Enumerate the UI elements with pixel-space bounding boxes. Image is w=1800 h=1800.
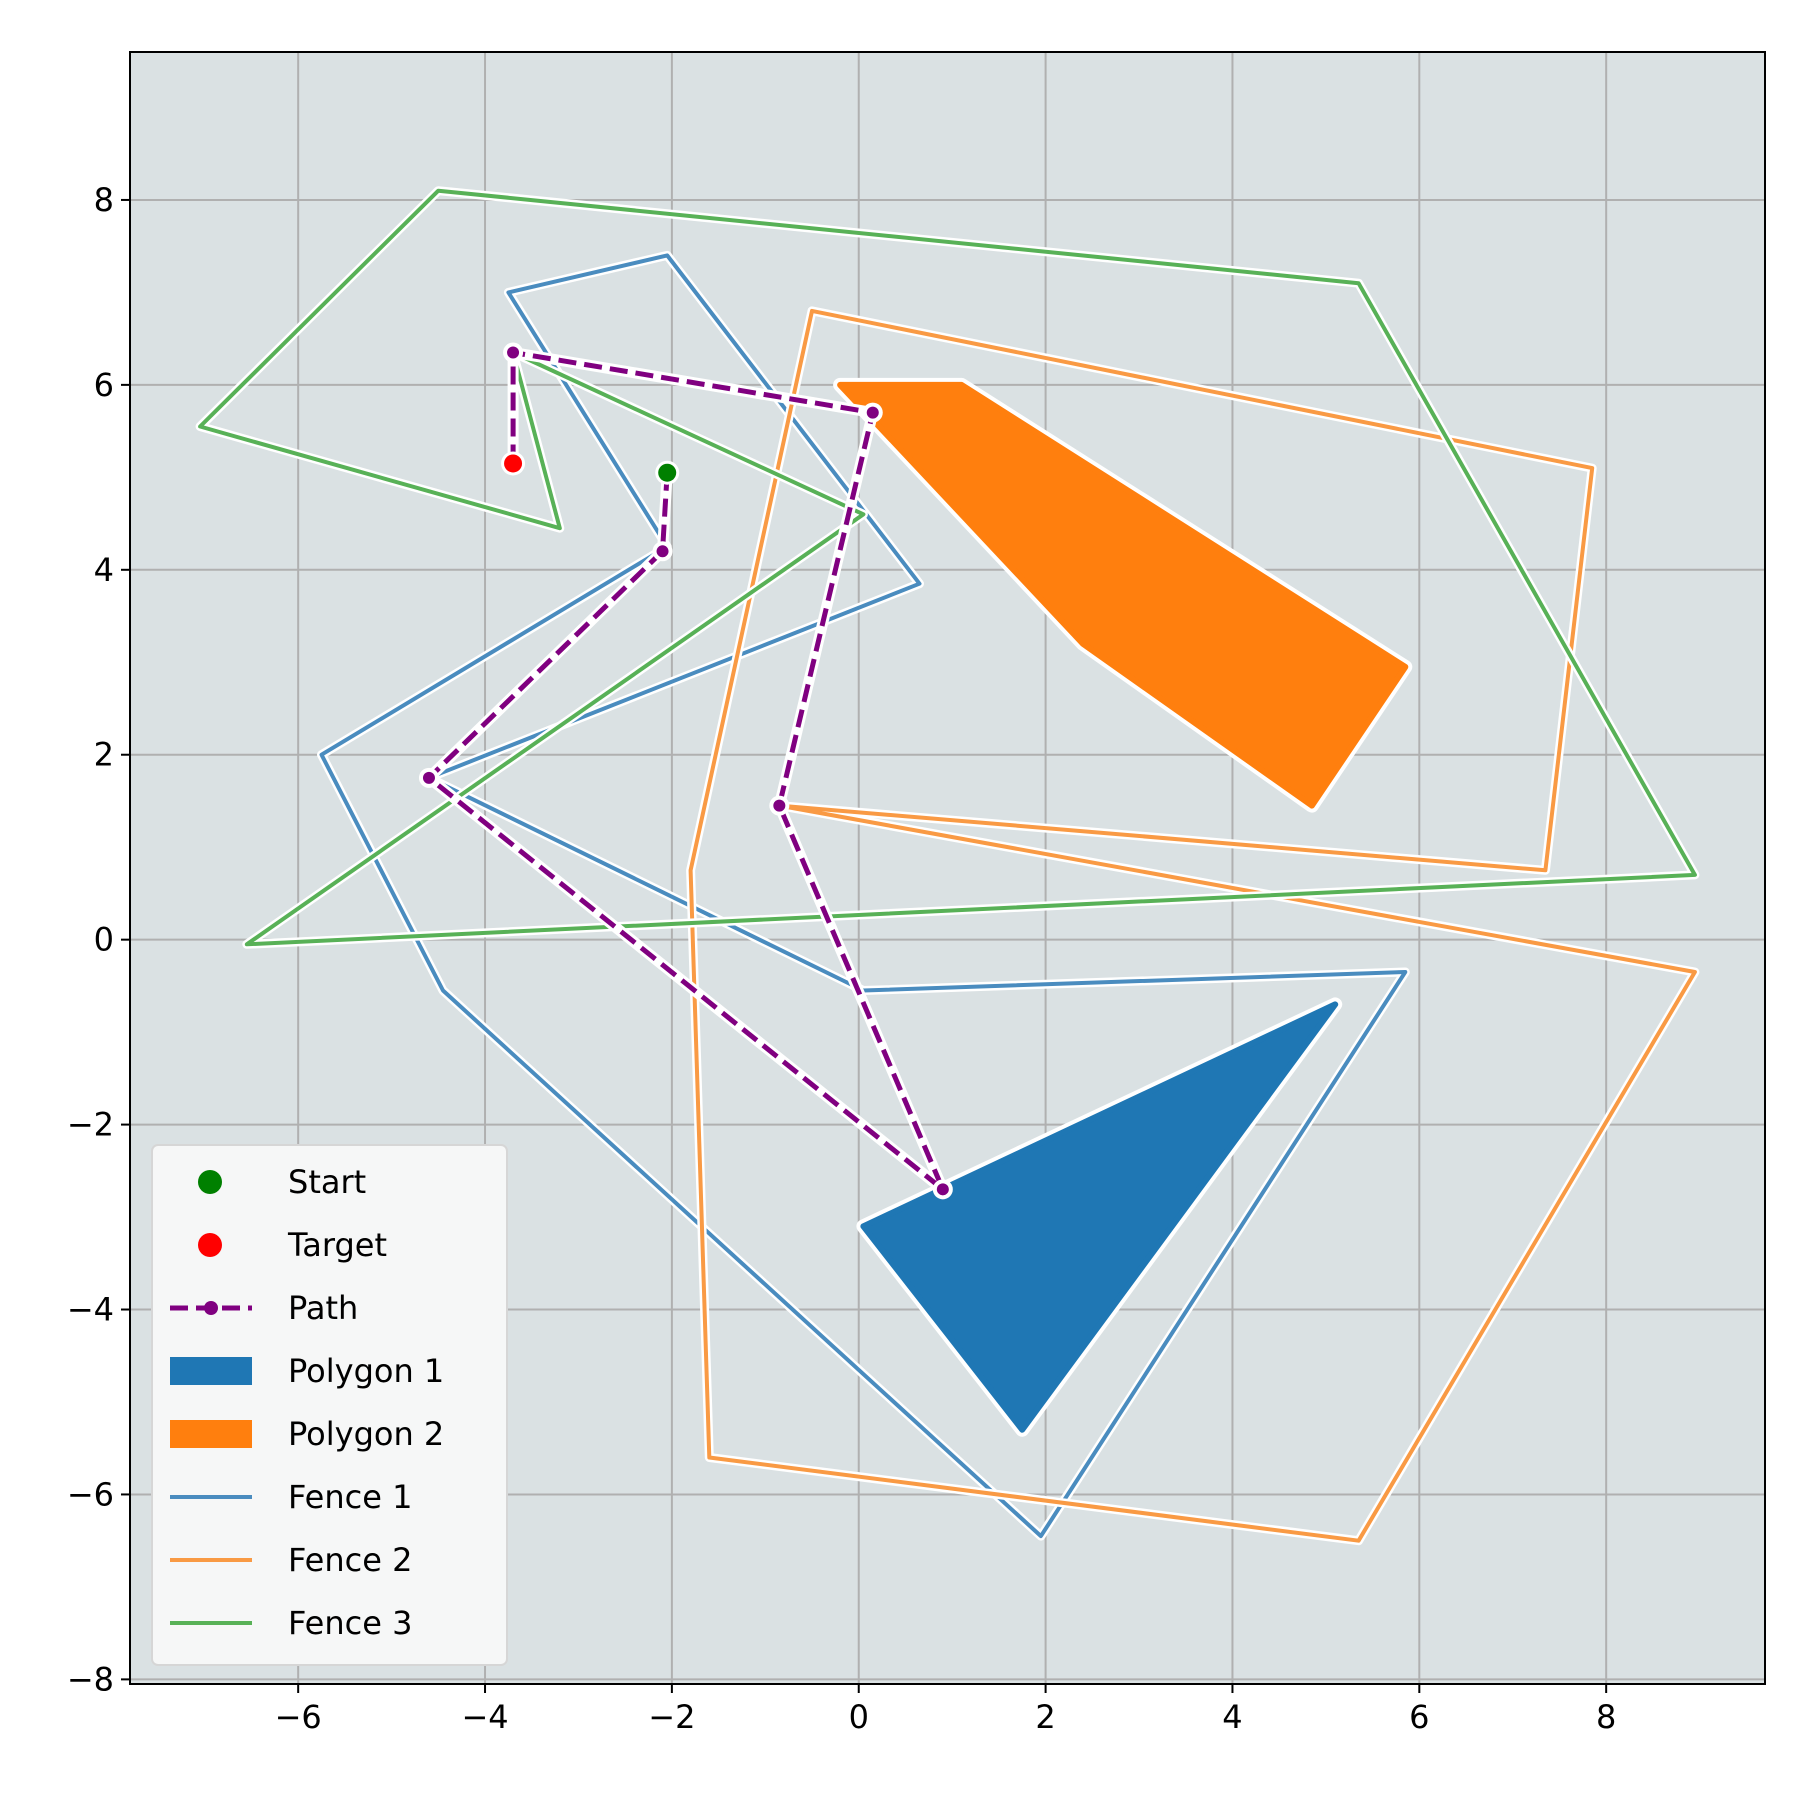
y-tick-label: −4 — [67, 1291, 114, 1329]
legend-item-polygon-2-label: Polygon 2 — [288, 1415, 444, 1453]
fences — [195, 186, 1700, 1546]
y-tick-label: 8 — [94, 181, 114, 219]
plot-frame — [129, 51, 1766, 1685]
x-tick-label: 2 — [1035, 1698, 1055, 1736]
legend-item-start-marker — [198, 1170, 222, 1194]
legend-item-target-label: Target — [287, 1226, 387, 1264]
legend-item-fence-1: Fence 1 — [170, 1478, 412, 1516]
legend-item-path: Path — [170, 1289, 358, 1327]
target-marker — [504, 454, 523, 473]
y-tick-label: −6 — [67, 1475, 114, 1513]
legend-item-polygon-2-patch — [170, 1420, 252, 1448]
polygon-1 — [856, 997, 1343, 1437]
legend-item-fence-2-label: Fence 2 — [288, 1541, 412, 1579]
x-tick-label: 8 — [1596, 1698, 1616, 1736]
polygons — [833, 377, 1413, 1437]
path-vertex — [422, 771, 435, 784]
x-tick-label: −6 — [275, 1698, 322, 1736]
legend-item-fence-3: Fence 3 — [170, 1604, 412, 1642]
y-tick-label: −2 — [67, 1106, 114, 1144]
y-tick-label: 0 — [94, 921, 114, 959]
legend-item-fence-2: Fence 2 — [170, 1541, 412, 1579]
fence-1 — [317, 250, 1410, 1541]
y-tick-label: 2 — [94, 736, 114, 774]
path-vertex — [866, 406, 879, 419]
polygon-2 — [833, 377, 1413, 813]
path-vertex — [936, 1183, 949, 1196]
x-tick-label: 6 — [1409, 1698, 1429, 1736]
y-tick-label: 4 — [94, 551, 114, 589]
legend-item-path-marker — [204, 1301, 218, 1315]
y-tick-label: 6 — [94, 366, 114, 404]
fence-1-line — [319, 253, 1408, 1539]
fence-3-line — [198, 188, 1697, 947]
legend-item-fence-1-label: Fence 1 — [288, 1478, 412, 1516]
polygon-2-fill — [837, 381, 1409, 809]
legend-item-target: Target — [198, 1226, 387, 1264]
x-tick-label: −4 — [461, 1698, 508, 1736]
legend-item-polygon-1-patch — [170, 1357, 252, 1385]
path-line — [426, 350, 946, 1192]
legend: Start Target Path Polygon 1 Polygon 2 Fence 1… — [151, 1144, 508, 1666]
x-tick-label: 0 — [849, 1698, 869, 1736]
start-marker — [658, 463, 677, 482]
legend-item-start: Start — [198, 1163, 366, 1201]
legend-item-target-marker — [198, 1233, 222, 1257]
ticks: −6 −4 −2 0 2 4 6 8 −8 −6 −4 −2 0 2 4 6 8 — [67, 181, 1617, 1736]
legend-item-path-label: Path — [288, 1289, 358, 1327]
x-tick-label: 4 — [1222, 1698, 1242, 1736]
legend-box — [151, 1144, 508, 1666]
legend-item-fence-3-label: Fence 3 — [288, 1604, 412, 1642]
legend-item-polygon-2: Polygon 2 — [170, 1415, 444, 1453]
path-vertex — [773, 799, 786, 812]
legend-item-polygon-1: Polygon 1 — [170, 1352, 444, 1390]
y-tick-label: −8 — [67, 1660, 114, 1698]
legend-item-polygon-1-label: Polygon 1 — [288, 1352, 444, 1390]
path-vertex — [507, 346, 520, 359]
fence-2 — [686, 306, 1700, 1546]
fence-2-line — [688, 308, 1697, 1543]
points-layer — [501, 451, 680, 485]
path-layer — [418, 342, 953, 1200]
fence-3 — [195, 186, 1700, 949]
x-tick-label: −2 — [648, 1698, 695, 1736]
path-vertex — [656, 545, 669, 558]
polygon-1-fill — [860, 1001, 1339, 1433]
legend-item-start-label: Start — [288, 1163, 366, 1201]
